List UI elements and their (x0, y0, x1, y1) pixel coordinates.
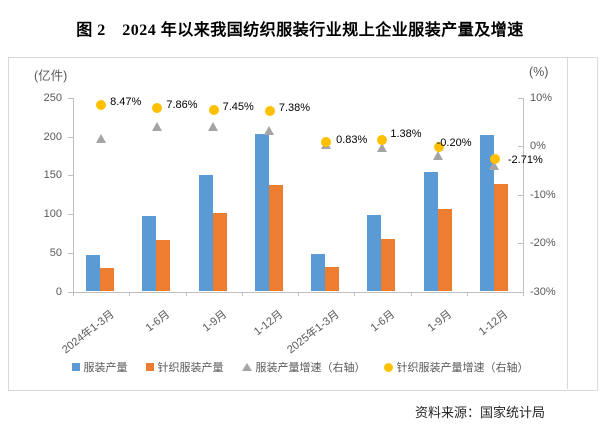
x-axis-tick (410, 291, 412, 296)
bar (268, 184, 283, 292)
right-axis-tick-label: -30% (530, 285, 556, 298)
data-point-label: 8.47% (110, 96, 142, 109)
left-axis-tick (68, 175, 73, 177)
x-axis-tick (298, 291, 299, 296)
legend: 服装产量 针织服装产量 服装产量增速（右轴） 针织服装产量增速（右轴） (8, 359, 592, 375)
growth-triangle-marker (489, 161, 500, 171)
left-axis-tick-label: 50 (49, 246, 62, 259)
x-axis-tick (523, 291, 524, 296)
growth-triangle-marker (376, 143, 387, 153)
bar (437, 208, 452, 292)
legend-circle-swatch (383, 362, 393, 372)
data-point-label: 7.38% (278, 101, 311, 114)
right-axis-tick (518, 194, 523, 196)
left-axis-tick (68, 214, 73, 216)
left-axis-tick (68, 136, 73, 138)
source-note: 资料来源：国家统计局 (414, 405, 545, 420)
bar (142, 215, 157, 292)
growth-circle-marker (377, 134, 388, 145)
bar (381, 238, 396, 292)
legend-label: 服装产量增速（右轴） (255, 362, 366, 374)
x-axis-tick (241, 291, 243, 296)
left-axis-tick-label: 250 (43, 92, 62, 104)
bar (479, 135, 494, 292)
right-axis-tick (518, 291, 523, 293)
growth-triangle-marker (151, 122, 162, 132)
legend-label: 服装产量 (83, 362, 128, 374)
legend-square-swatch (71, 363, 80, 371)
right-axis-tick-label: -20% (530, 237, 556, 250)
growth-triangle-marker (208, 122, 219, 132)
x-axis-tick (354, 291, 356, 296)
legend-triangle-swatch (241, 363, 252, 371)
right-axis-tick-label: 0% (530, 140, 546, 153)
growth-triangle-marker (95, 133, 106, 143)
legend-item: 服装产量增速（右轴） (241, 359, 366, 375)
legend-square-swatch (145, 363, 154, 371)
growth-circle-marker (433, 142, 444, 153)
growth-circle-marker (489, 154, 500, 165)
left-axis-tick-label: 150 (43, 169, 62, 182)
bar (325, 266, 340, 292)
bar (198, 175, 213, 292)
growth-circle-marker (264, 105, 275, 116)
bar (254, 133, 269, 292)
data-point-label: -2.71% (507, 154, 543, 167)
chart-frame-inner-divider (567, 57, 568, 389)
data-point-label: 0.83% (336, 134, 368, 147)
bar (100, 267, 115, 292)
legend-label: 针织服装产量 (157, 362, 224, 374)
right-axis-tick-label: -10% (530, 188, 556, 201)
growth-triangle-marker (433, 150, 444, 160)
right-axis-tick-label: 10% (530, 92, 553, 104)
growth-triangle-marker (264, 125, 275, 135)
data-point-label: 7.86% (166, 99, 198, 112)
growth-circle-marker (321, 137, 332, 148)
left-axis-line (73, 98, 74, 292)
chart-title: 图 2 2024 年以来我国纺织服装行业规上企业服装产量及增速 (76, 22, 524, 39)
left-axis-tick (68, 291, 73, 293)
bar (367, 214, 382, 292)
x-axis-tick (466, 291, 468, 296)
growth-circle-marker (96, 100, 107, 111)
x-axis-tick (73, 291, 74, 296)
left-axis-tick (68, 252, 73, 254)
right-axis-unit-label: (%) (529, 65, 549, 79)
growth-circle-marker (208, 105, 219, 116)
bar (212, 212, 227, 292)
x-axis-tick (185, 291, 187, 296)
data-point-label: 7.45% (222, 101, 254, 114)
left-axis-unit-label: (亿件) (34, 69, 68, 83)
legend-item: 针织服装产量 (145, 359, 224, 375)
left-axis-tick-label: 100 (43, 208, 62, 221)
bar (86, 255, 101, 292)
bar (423, 171, 438, 292)
legend-label: 针织服装产量增速（右轴） (396, 362, 529, 374)
bar (311, 254, 326, 292)
bar (493, 183, 508, 292)
legend-item: 针织服装产量增速（右轴） (383, 359, 529, 375)
legend-item: 服装产量 (71, 359, 128, 375)
x-axis-tick (129, 291, 131, 296)
left-axis-tick (68, 98, 73, 99)
data-point-label: 1.38% (390, 127, 422, 140)
right-axis-tick (518, 98, 523, 99)
left-axis-tick-label: 0 (55, 285, 62, 298)
left-axis-tick-label: 200 (43, 130, 62, 143)
growth-circle-marker (152, 103, 163, 114)
data-point-label: -0.20% (436, 137, 472, 150)
right-axis-tick (518, 243, 523, 245)
right-axis-tick (518, 146, 523, 148)
bar (156, 239, 171, 292)
right-axis-line (523, 98, 524, 292)
